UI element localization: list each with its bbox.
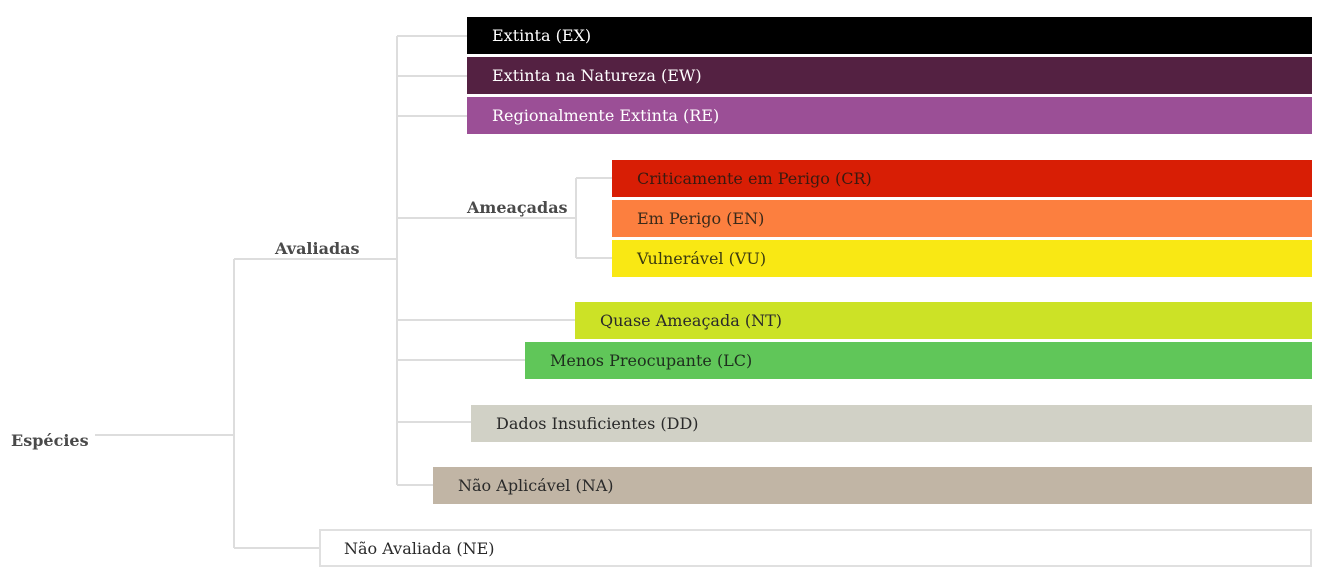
category-ex: Extinta (EX)	[467, 17, 1312, 54]
category-na: Não Aplicável (NA)	[433, 467, 1312, 504]
category-nt-label: Quase Ameaçada (NT)	[600, 311, 782, 330]
category-vu: Vulnerável (VU)	[612, 240, 1312, 277]
category-en-label: Em Perigo (EN)	[637, 209, 765, 228]
category-re-label: Regionalmente Extinta (RE)	[492, 106, 720, 125]
category-dd-label: Dados Insuficientes (DD)	[496, 414, 699, 433]
category-vu-label: Vulnerável (VU)	[637, 249, 767, 268]
category-ew-label: Extinta na Natureza (EW)	[492, 66, 702, 85]
category-ne: Não Avaliada (NE)	[319, 529, 1312, 567]
category-na-label: Não Aplicável (NA)	[458, 476, 614, 495]
category-en: Em Perigo (EN)	[612, 200, 1312, 237]
category-lc-label: Menos Preocupante (LC)	[550, 351, 753, 370]
category-ex-label: Extinta (EX)	[492, 26, 592, 45]
category-re: Regionalmente Extinta (RE)	[467, 97, 1312, 134]
node-label-avaliadas: Avaliadas	[275, 239, 360, 258]
category-ew: Extinta na Natureza (EW)	[467, 57, 1312, 94]
node-label-ameacadas: Ameaçadas	[467, 198, 568, 217]
category-lc: Menos Preocupante (LC)	[525, 342, 1312, 379]
category-nt: Quase Ameaçada (NT)	[575, 302, 1312, 339]
category-cr-label: Criticamente em Perigo (CR)	[637, 169, 872, 188]
category-dd: Dados Insuficientes (DD)	[471, 405, 1312, 442]
category-cr: Criticamente em Perigo (CR)	[612, 160, 1312, 197]
category-ne-label: Não Avaliada (NE)	[344, 538, 495, 558]
root-label-especies: Espécies	[11, 431, 89, 450]
